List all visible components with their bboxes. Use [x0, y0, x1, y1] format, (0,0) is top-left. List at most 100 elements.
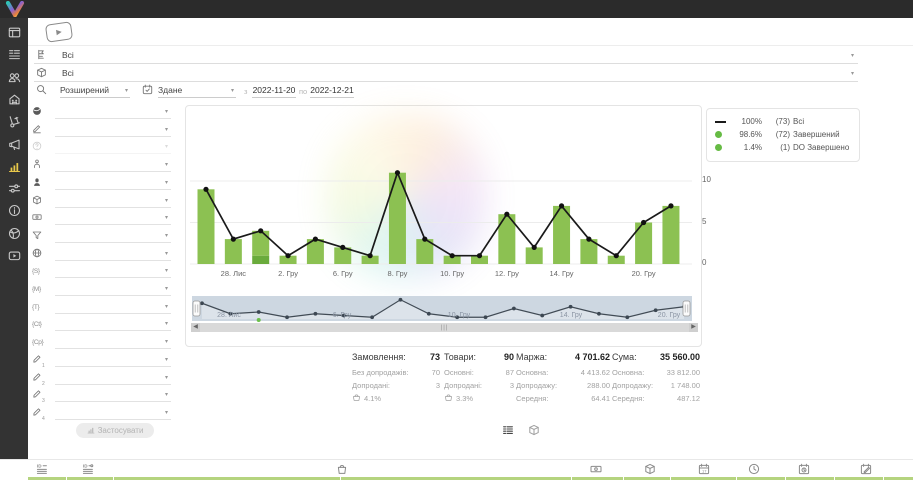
chevron-down-icon: ▾	[850, 71, 854, 77]
calendar-clock-icon[interactable]	[798, 462, 810, 480]
sidebar-item-info[interactable]	[0, 204, 28, 222]
scroll-right-arrow[interactable]: ▶	[689, 323, 698, 332]
navigator-handle[interactable]	[192, 300, 201, 317]
search-mode-select[interactable]: Розширений ▾	[60, 84, 130, 98]
filter-select[interactable]: ▾	[55, 104, 171, 119]
chevron-down-icon: ▾	[164, 179, 168, 186]
sidebar-item-settings[interactable]	[0, 182, 28, 200]
filter-select[interactable]: ▾	[55, 316, 171, 332]
product-select[interactable]: Всі ▾	[34, 66, 858, 82]
filter-select[interactable]: ▾	[55, 370, 171, 385]
stat-sub-label: Середня:	[516, 394, 549, 403]
stats-column: Маржа: 4 701.62 Основна: 4 413.62 Допродажу:…	[516, 352, 610, 405]
brand-logo[interactable]	[4, 1, 26, 17]
customers-icon	[8, 72, 21, 87]
stat-value: 73	[429, 352, 440, 362]
basket-icon	[444, 393, 453, 404]
sidebar-item-video[interactable]	[0, 249, 28, 267]
svg-text:20. Гру: 20. Гру	[658, 312, 681, 319]
filter-select[interactable]: ▾	[55, 352, 171, 367]
filter-select[interactable]: ▾	[55, 246, 171, 261]
stat-sub-label: Середня:	[612, 394, 645, 403]
filter-select[interactable]: ▾	[55, 210, 171, 226]
sidebar-item-store[interactable]	[0, 93, 28, 111]
list-view-icon	[502, 425, 514, 439]
filter-select[interactable]: ▾	[55, 228, 171, 243]
chevron-down-icon: ▾	[164, 144, 168, 151]
svg-text:10. Гру: 10. Гру	[448, 312, 471, 319]
filter-row: ▾	[30, 157, 171, 174]
sidebar-item-dashboard[interactable]	[0, 26, 28, 44]
filter-select[interactable]: ▾	[55, 281, 171, 296]
filter-select[interactable]: ▾	[55, 387, 171, 403]
legend-count: (1)	[780, 143, 790, 152]
stat-sub-value: 4.1%	[364, 394, 382, 403]
date-from-input[interactable]: 2022-11-20	[252, 85, 296, 98]
svg-text:ID: ID	[37, 463, 42, 468]
tag-icon: {S}	[32, 268, 40, 276]
bar-chart-icon	[8, 161, 21, 176]
filter-select[interactable]: ▾	[55, 122, 171, 137]
stat-value: 90	[503, 352, 514, 362]
date-to-input[interactable]: 2022-12-21	[310, 85, 354, 98]
filter-select[interactable]: ▾	[55, 334, 171, 350]
banknote-icon[interactable]	[590, 462, 602, 480]
legend-count: (73)	[775, 117, 790, 126]
pencil-icon: 4	[32, 407, 48, 422]
calendar-check-icon	[142, 84, 153, 97]
navigator-handle[interactable]	[682, 300, 691, 317]
legend-item[interactable]: 100% (73) Всі	[715, 115, 859, 128]
filter-select[interactable]: ▾	[55, 175, 171, 190]
date-type-select[interactable]: Здане ▾	[158, 84, 236, 98]
chart-scrollbar[interactable]: ◀ ||| ▶	[191, 323, 698, 332]
id-list-icon[interactable]: ID	[36, 462, 48, 480]
chevron-down-icon: ▾	[164, 250, 168, 257]
sidebar-item-integrations[interactable]	[0, 227, 28, 245]
box-icon[interactable]	[644, 462, 656, 480]
banknote-icon	[32, 212, 48, 225]
filter-row: ▾	[30, 122, 171, 139]
stats-column: Товари: 90 Основні: 87 Допродані: 3 3.3%	[444, 352, 514, 405]
box-view-toggle[interactable]	[528, 424, 540, 439]
sidebar-item-marketing[interactable]	[0, 138, 28, 156]
filter-row: {S} ▾	[30, 263, 171, 280]
divider	[28, 45, 913, 46]
legend-item[interactable]: 1.4% (1) DO Завершено	[715, 141, 859, 154]
chevron-down-icon: ▾	[164, 321, 168, 328]
filter-select[interactable]: ▾	[55, 193, 171, 208]
video-tutorial-button[interactable]: ▶	[44, 21, 74, 43]
stat-value: 35 560.00	[659, 352, 700, 362]
legend-item[interactable]: 98.6% (72) Завершений	[715, 128, 859, 141]
svg-text:12. Гру: 12. Гру	[495, 269, 519, 278]
stat-sub-value: 1 748.00	[670, 381, 700, 390]
filter-select[interactable]: ▾	[55, 263, 171, 279]
filter-select[interactable]: ▾	[55, 157, 171, 173]
calendar-edit-icon[interactable]	[860, 462, 872, 480]
chevron-down-icon: ▾	[164, 126, 168, 133]
filter-select[interactable]: ▾	[55, 299, 171, 314]
funnel-icon	[32, 230, 48, 243]
sidebar-item-courier[interactable]	[0, 115, 28, 133]
chart-icon	[87, 426, 95, 436]
sidebar-item-orders[interactable]	[0, 48, 28, 66]
chevron-down-icon: ▾	[164, 162, 168, 169]
apply-button[interactable]: Застосувати	[76, 423, 154, 438]
stat-title: Товари:	[444, 352, 477, 362]
scroll-left-arrow[interactable]: ◀	[191, 323, 200, 332]
list-view-toggle[interactable]	[502, 424, 514, 439]
stat-sub-label: Допродані:	[352, 381, 391, 390]
id-link-icon[interactable]: ID	[82, 462, 94, 480]
chevron-down-icon: ▾	[124, 88, 128, 94]
sidebar-item-customers[interactable]	[0, 71, 28, 89]
sidebar-item-statistics[interactable]	[0, 160, 28, 178]
legend-count: (72)	[775, 130, 790, 139]
chart-legend: 100% (73) Всі 98.6% (72) Завершений 1.4%…	[706, 108, 860, 162]
bag-icon[interactable]	[336, 462, 348, 480]
filter-select[interactable]: ▾	[55, 405, 171, 420]
topbar	[0, 0, 913, 18]
help-icon	[32, 141, 48, 154]
status-select[interactable]: Всі ▾	[34, 48, 858, 64]
calendar-date-icon[interactable]: 17	[698, 462, 710, 480]
clock-icon[interactable]	[748, 462, 760, 480]
scroll-grip[interactable]: |||	[440, 324, 449, 331]
